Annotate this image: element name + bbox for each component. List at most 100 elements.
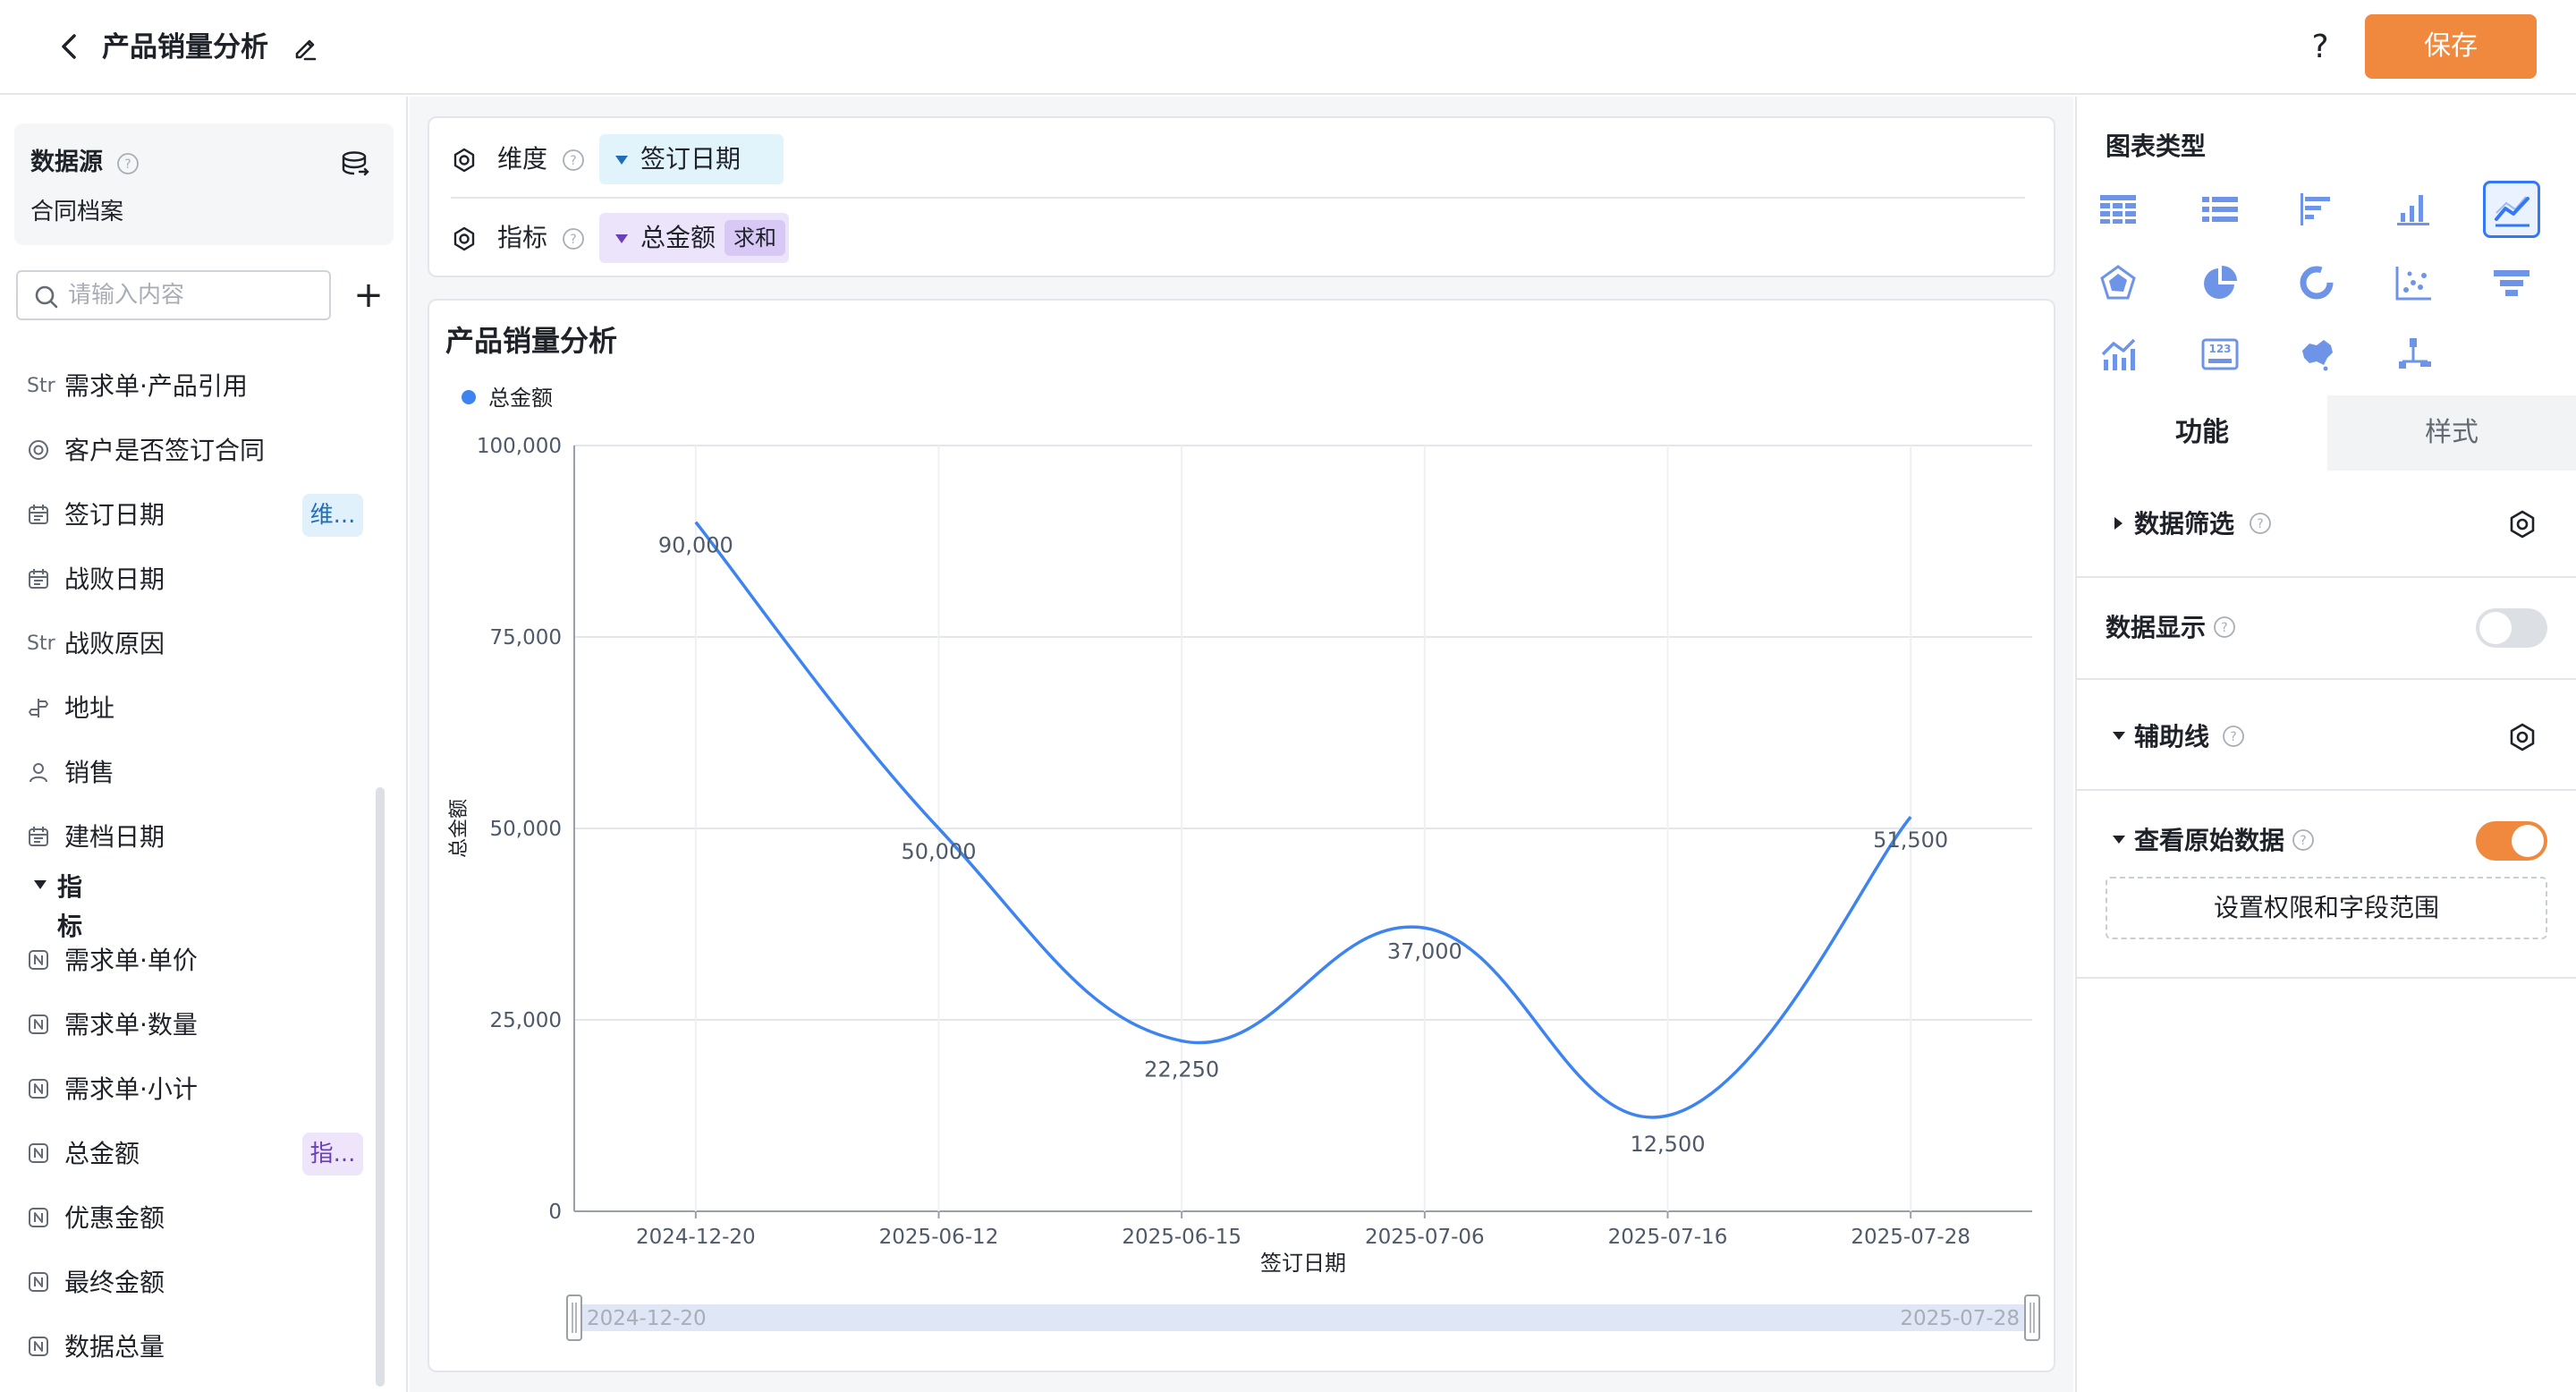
toggle-knob — [2479, 612, 2512, 644]
x-axis-title: 签订日期 — [1260, 1251, 1346, 1276]
data-display-toggle[interactable] — [2476, 608, 2547, 648]
pie-chart-icon[interactable] — [2191, 254, 2249, 311]
y-tick-label: 25,000 — [490, 1009, 562, 1032]
settings-gear-icon[interactable] — [2506, 508, 2538, 540]
permission-button[interactable]: 设置权限和字段范围 — [2106, 877, 2547, 939]
main-area: 维度 ? 签订日期 指标 ? 总金额 求和 产品销量 — [410, 97, 2073, 1392]
number-icon — [27, 1142, 54, 1167]
number-icon — [27, 1206, 54, 1231]
detail-table-icon[interactable] — [2191, 181, 2249, 238]
aux-line-label: 辅助线 — [2134, 722, 2210, 751]
data-display-label: 数据显示 — [2106, 613, 2207, 642]
zoom-handle-end[interactable] — [2024, 1294, 2040, 1341]
datasource-title: 数据源 — [30, 149, 103, 176]
data-label: 50,000 — [902, 839, 977, 864]
add-field-button[interactable]: + — [353, 275, 384, 316]
svg-text:?: ? — [570, 233, 576, 247]
table-icon[interactable] — [2089, 181, 2147, 238]
y-tick-label: 75,000 — [490, 626, 562, 649]
settings-gear-icon[interactable] — [2506, 721, 2538, 753]
chart-card: 产品销量分析 总金额 0 25,000 50,000 75,000 100,000 2024… — [428, 299, 2055, 1372]
save-button[interactable]: 保存 — [2365, 14, 2537, 79]
combo-chart-icon[interactable] — [2089, 326, 2147, 383]
tab-style[interactable]: 样式 — [2327, 395, 2576, 471]
help-icon[interactable]: ? — [2222, 725, 2245, 748]
aggregation-badge[interactable]: 求和 — [724, 220, 785, 256]
datasource-card: 数据源 ? 合同档案 — [14, 123, 394, 245]
donut-chart-icon[interactable] — [2288, 254, 2345, 311]
field-item[interactable]: Str 战败原因 — [27, 619, 367, 669]
help-icon[interactable]: ? — [562, 149, 585, 172]
chart-legend[interactable]: 总金额 — [462, 386, 553, 411]
help-icon[interactable]: ? — [562, 227, 585, 250]
zoom-track[interactable] — [574, 1304, 2032, 1331]
tab-function[interactable]: 功能 — [2077, 395, 2327, 471]
help-icon[interactable]: ? — [116, 152, 140, 175]
help-icon[interactable]: ? — [2249, 512, 2272, 535]
data-filter-section[interactable]: 数据筛选 ? — [2077, 471, 2576, 578]
chart-type-title: 图表类型 — [2106, 132, 2207, 161]
x-tick-label: 2025-07-28 — [1851, 1226, 1970, 1249]
help-button[interactable]: ? — [2311, 29, 2329, 65]
field-item[interactable]: 最终金额 — [27, 1258, 367, 1308]
map-chart-icon[interactable] — [2288, 326, 2345, 383]
number-card-icon[interactable]: 123 — [2191, 326, 2249, 383]
series-line[interactable] — [694, 521, 1912, 1119]
search-icon — [34, 284, 59, 310]
field-item[interactable]: 客户是否签订合同 — [27, 426, 367, 476]
field-item[interactable]: 数据总量 — [27, 1322, 367, 1372]
zoom-handle-start[interactable] — [566, 1294, 582, 1341]
config-card: 维度 ? 签订日期 指标 ? 总金额 求和 — [428, 116, 2055, 277]
datasource-name: 合同档案 — [30, 199, 124, 225]
field-item[interactable]: 需求单·单价 — [27, 936, 367, 986]
y-tick-label: 100,000 — [477, 435, 562, 458]
line-chart-icon[interactable] — [2483, 181, 2540, 238]
caret-down-icon — [2113, 732, 2125, 740]
data-label: 22,250 — [1144, 1057, 1219, 1082]
field-item[interactable]: 销售 — [27, 748, 367, 798]
field-item[interactable]: 地址 — [27, 683, 367, 734]
radio-icon — [27, 438, 54, 463]
zoom-handle-body[interactable] — [566, 1294, 582, 1341]
dimension-label: 维度 — [497, 144, 548, 174]
field-label: 建档日期 — [64, 822, 165, 852]
zoom-handle-body[interactable] — [2024, 1294, 2040, 1341]
scrollbar[interactable] — [376, 787, 385, 1387]
tree-chart-icon[interactable] — [2385, 326, 2442, 383]
caret-down-icon — [615, 156, 628, 165]
radar-chart-icon[interactable] — [2089, 254, 2147, 311]
horizontal-bar-icon[interactable] — [2288, 181, 2345, 238]
x-tick-label: 2025-07-06 — [1365, 1226, 1485, 1249]
metric-pill[interactable]: 总金额 求和 — [599, 213, 789, 263]
bar-chart-icon[interactable] — [2385, 181, 2442, 238]
field-search[interactable] — [16, 270, 331, 320]
aux-line-section[interactable]: 辅助线 ? — [2077, 680, 2576, 791]
field-item[interactable]: 战败日期 — [27, 555, 367, 605]
caret-down-icon — [615, 234, 628, 243]
field-item[interactable]: 优惠金额 — [27, 1193, 367, 1243]
field-item[interactable]: 需求单·数量 — [27, 1000, 367, 1050]
help-icon[interactable]: ? — [2292, 828, 2315, 852]
field-item[interactable]: 签订日期 维... — [27, 490, 367, 540]
field-item[interactable]: 需求单·小计 — [27, 1065, 367, 1115]
field-item[interactable]: Str 需求单·产品引用 — [27, 361, 367, 412]
raw-data-toggle[interactable] — [2476, 821, 2547, 861]
back-icon[interactable] — [52, 29, 88, 64]
legend-marker — [462, 390, 476, 404]
field-label: 需求单·小计 — [64, 1074, 198, 1104]
scatter-chart-icon[interactable] — [2385, 254, 2442, 311]
settings-panel: 图表类型 123 功能 样式 数据筛选 ? 数据显示 ? 辅助线 ? — [2075, 97, 2576, 1392]
dimension-pill[interactable]: 签订日期 — [599, 134, 784, 184]
zoom-end-label: 2025-07-28 — [1900, 1307, 2020, 1330]
field-item[interactable]: 总金额 指... — [27, 1129, 367, 1179]
zoom-slider[interactable]: 2024-12-20 2025-07-28 — [566, 1294, 2040, 1341]
data-label: 37,000 — [1387, 938, 1462, 963]
field-item[interactable]: 建档日期 — [27, 812, 367, 862]
calendar-icon — [27, 825, 54, 850]
search-input[interactable] — [68, 276, 324, 315]
database-switch-icon[interactable] — [340, 149, 370, 179]
metric-group-label: 指标 — [57, 872, 83, 941]
funnel-chart-icon[interactable] — [2483, 254, 2540, 311]
edit-title-icon[interactable] — [290, 32, 320, 63]
help-icon[interactable]: ? — [2213, 615, 2236, 639]
